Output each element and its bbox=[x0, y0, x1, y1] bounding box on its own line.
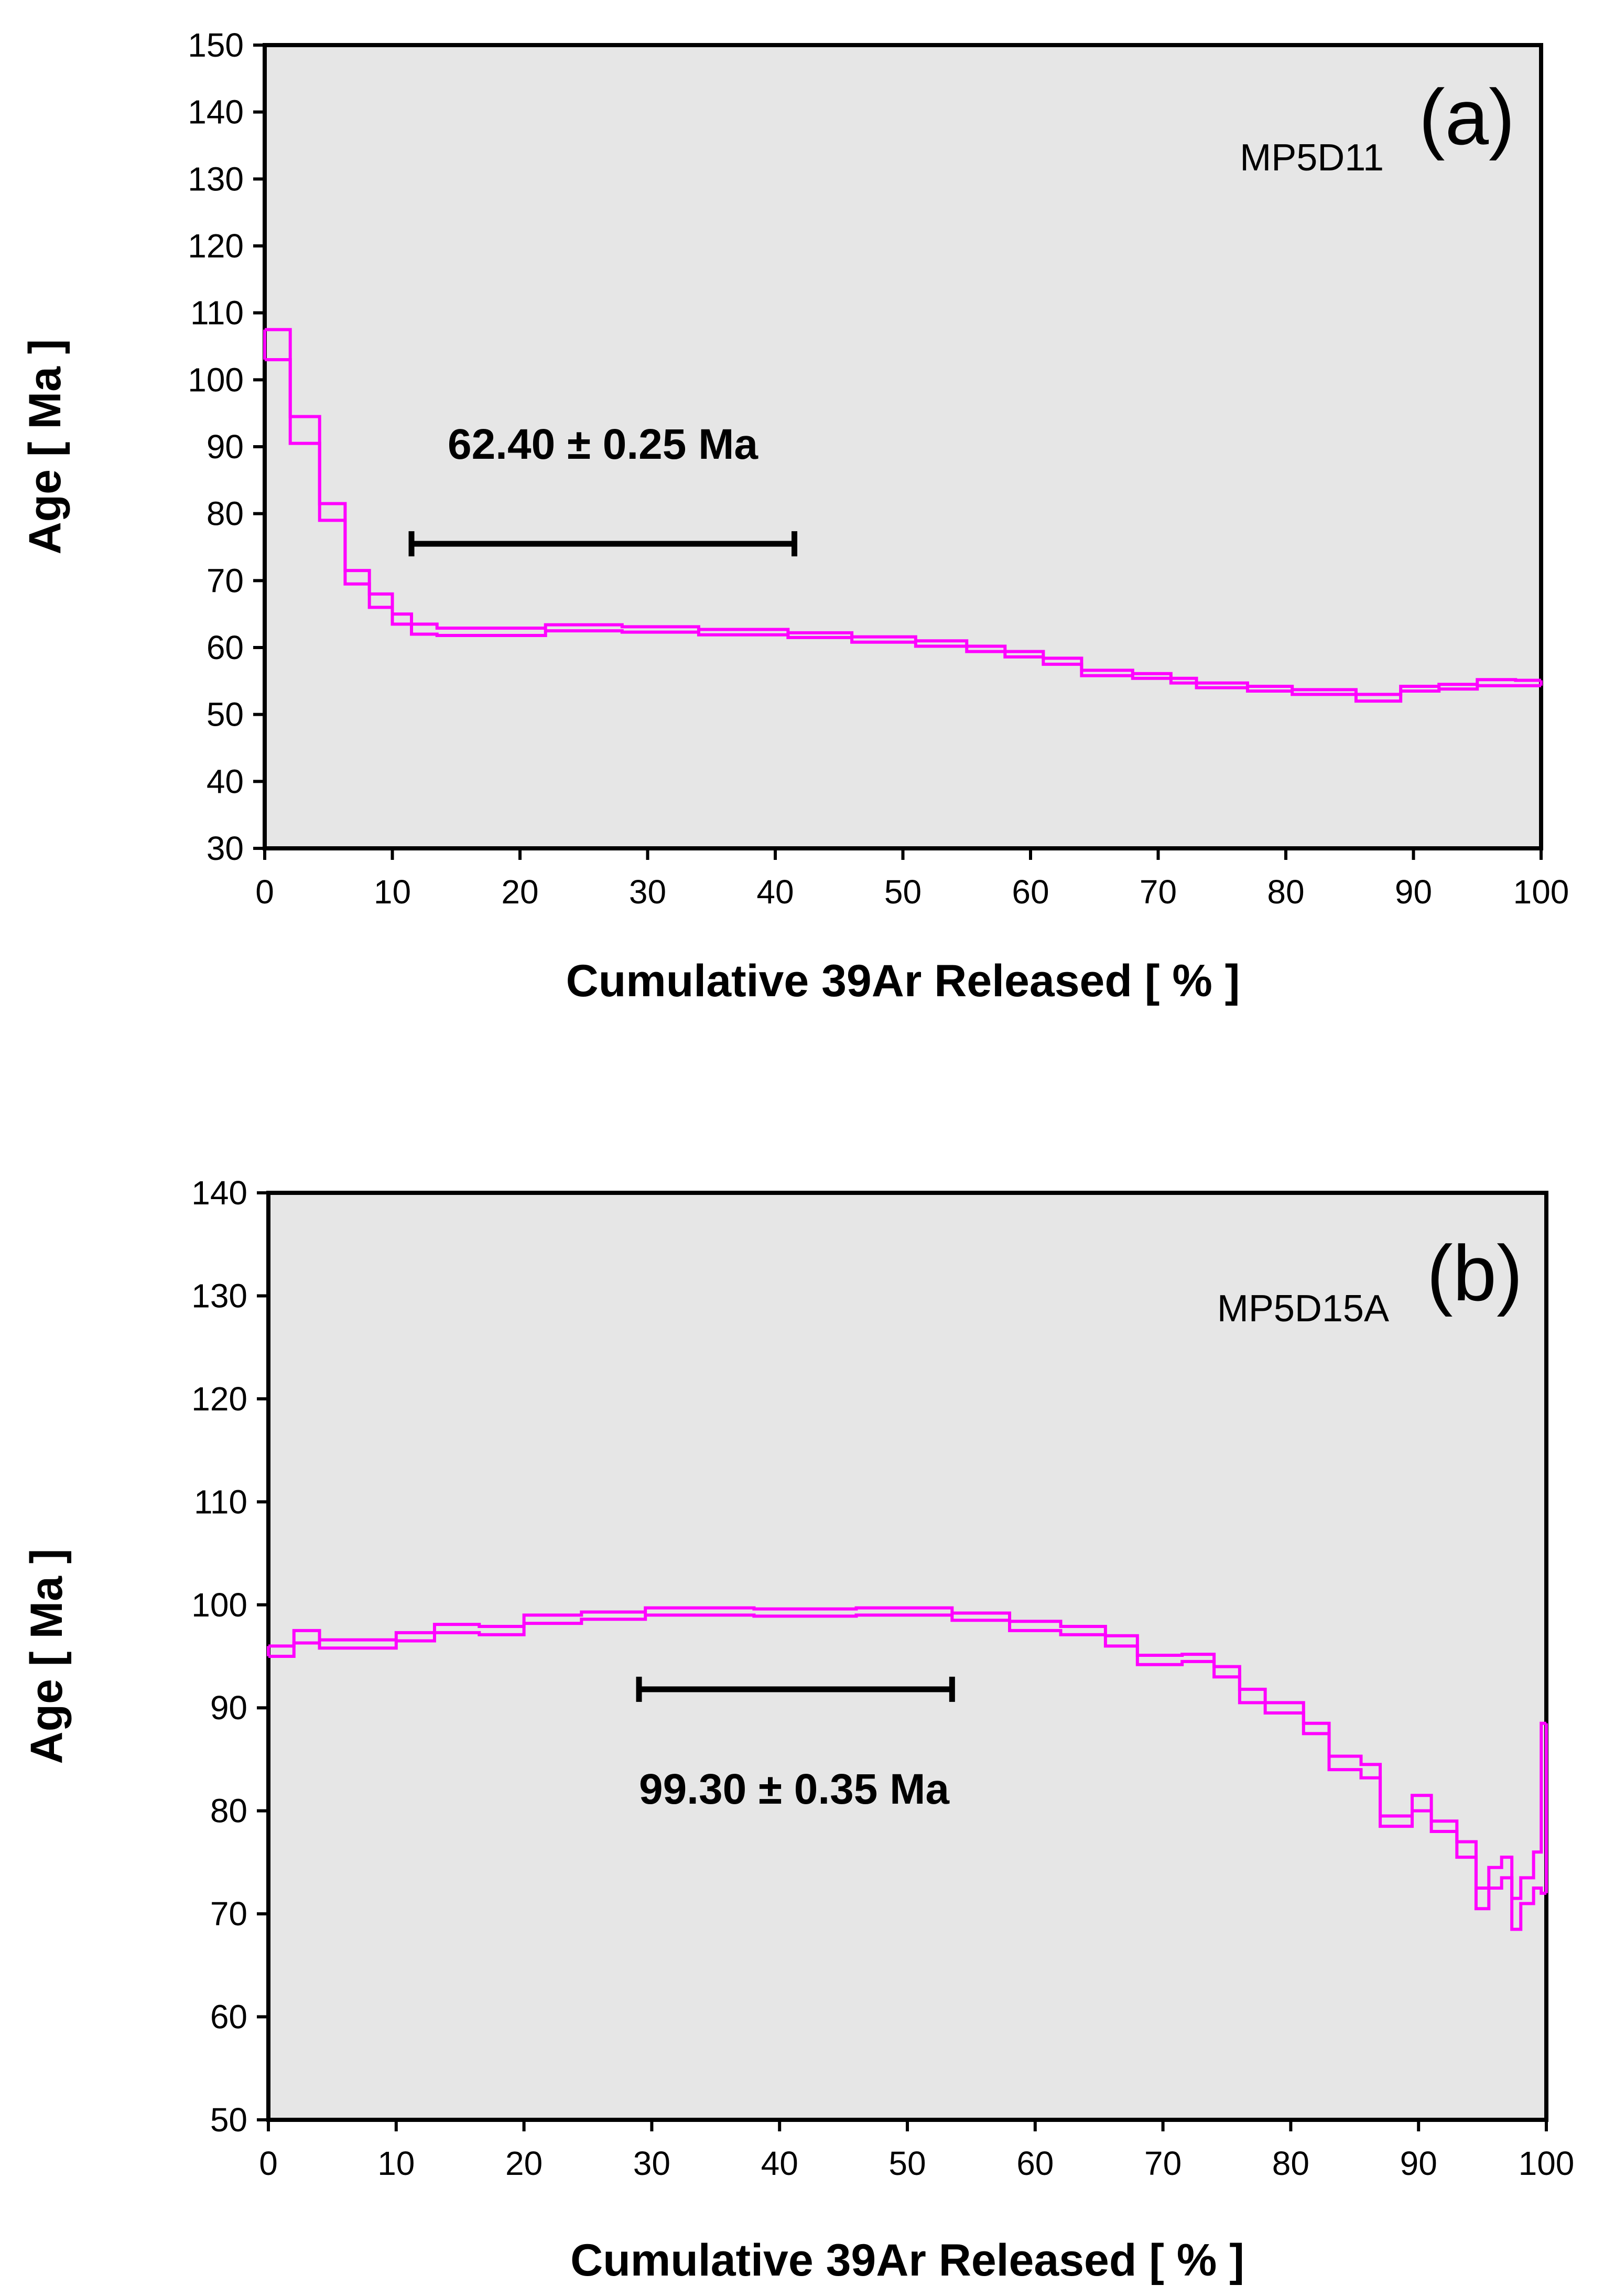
y-axis-label: Age [ Ma ] bbox=[21, 1549, 72, 1764]
panel-letter: (a) bbox=[1419, 73, 1515, 161]
y-tick-label: 100 bbox=[188, 361, 244, 398]
x-tick-label: 40 bbox=[756, 873, 794, 911]
x-tick-label: 10 bbox=[377, 2144, 415, 2182]
x-tick-label: 20 bbox=[501, 873, 538, 911]
y-tick-label: 120 bbox=[191, 1380, 247, 1418]
age-spectrum bbox=[263, 328, 1543, 703]
panel-b: 50 60 70 80 90 100 110 120 130 140 0 10 20 30 40 50 60 7… bbox=[21, 1174, 1574, 2286]
x-axis: 0 10 20 30 40 50 60 70 80 90 100 bbox=[259, 2120, 1574, 2182]
y-tick-label: 70 bbox=[207, 562, 244, 599]
y-tick-label: 40 bbox=[207, 762, 244, 800]
x-tick-label: 70 bbox=[1140, 873, 1177, 911]
x-tick-label: 70 bbox=[1144, 2144, 1182, 2182]
sample-label: MP5D11 bbox=[1240, 137, 1384, 179]
plot-area bbox=[266, 1191, 1548, 2122]
panel-letter: (b) bbox=[1427, 1229, 1523, 1317]
y-tick-label: 120 bbox=[188, 227, 244, 265]
x-axis: 0 10 20 30 40 50 60 70 80 90 100 bbox=[255, 848, 1569, 911]
y-axis: 30 40 50 60 70 80 90 100 110 120 130 140 150 bbox=[188, 26, 265, 867]
y-tick-label: 140 bbox=[191, 1174, 247, 1212]
panel-a: 30 40 50 60 70 80 90 100 110 120 130 140 150 0 10 20 30… bbox=[20, 26, 1569, 1006]
y-tick-label: 100 bbox=[191, 1586, 247, 1624]
y-tick-label: 80 bbox=[207, 495, 244, 533]
y-tick-label: 90 bbox=[207, 428, 244, 466]
x-tick-label: 30 bbox=[629, 873, 666, 911]
y-tick-label: 60 bbox=[210, 1998, 247, 2036]
x-tick-label: 80 bbox=[1272, 2144, 1309, 2182]
x-tick-label: 40 bbox=[761, 2144, 798, 2182]
y-tick-label: 80 bbox=[210, 1792, 247, 1830]
x-tick-label: 90 bbox=[1400, 2144, 1437, 2182]
y-tick-label: 110 bbox=[194, 1483, 247, 1521]
y-tick-label: 130 bbox=[188, 160, 244, 198]
y-tick-label: 50 bbox=[210, 2101, 247, 2139]
y-tick-label: 90 bbox=[210, 1689, 247, 1727]
y-tick-label: 140 bbox=[188, 93, 244, 131]
y-tick-label: 70 bbox=[210, 1895, 247, 1933]
age-spectrum bbox=[267, 1606, 1548, 1931]
y-tick-label: 130 bbox=[191, 1277, 247, 1314]
y-tick-label: 30 bbox=[207, 829, 244, 867]
x-axis-label: Cumulative 39Ar Released [ % ] bbox=[570, 2235, 1244, 2286]
x-axis-label: Cumulative 39Ar Released [ % ] bbox=[566, 956, 1240, 1006]
x-tick-label: 80 bbox=[1267, 873, 1304, 911]
y-tick-label: 50 bbox=[207, 696, 244, 734]
x-tick-label: 60 bbox=[1016, 2144, 1054, 2182]
x-tick-label: 50 bbox=[888, 2144, 926, 2182]
y-axis-label: Age [ Ma ] bbox=[20, 339, 70, 555]
sample-label: MP5D15A bbox=[1217, 1288, 1389, 1330]
x-tick-label: 100 bbox=[1519, 2144, 1575, 2182]
x-tick-label: 60 bbox=[1012, 873, 1049, 911]
x-tick-label: 90 bbox=[1395, 873, 1432, 911]
y-tick-label: 110 bbox=[190, 294, 244, 332]
plot-area bbox=[263, 43, 1543, 850]
x-tick-label: 30 bbox=[633, 2144, 670, 2182]
plateau-age-label: 99.30 ± 0.35 Ma bbox=[639, 1765, 950, 1813]
x-tick-label: 20 bbox=[505, 2144, 543, 2182]
spectrum-lower-line bbox=[268, 1613, 1546, 1931]
plateau-bar bbox=[636, 1676, 955, 1702]
plateau-bar bbox=[408, 531, 798, 557]
x-tick-label: 0 bbox=[259, 2144, 278, 2182]
plateau-age-label: 62.40 ± 0.25 Ma bbox=[448, 421, 758, 468]
y-tick-label: 150 bbox=[188, 26, 244, 64]
spectrum-lower-line bbox=[265, 358, 1541, 703]
x-tick-label: 0 bbox=[255, 873, 274, 911]
x-tick-label: 100 bbox=[1513, 873, 1569, 911]
y-axis: 50 60 70 80 90 100 110 120 130 140 bbox=[191, 1174, 268, 2139]
x-tick-label: 10 bbox=[374, 873, 411, 911]
y-tick-label: 60 bbox=[207, 629, 244, 666]
x-tick-label: 50 bbox=[884, 873, 922, 911]
